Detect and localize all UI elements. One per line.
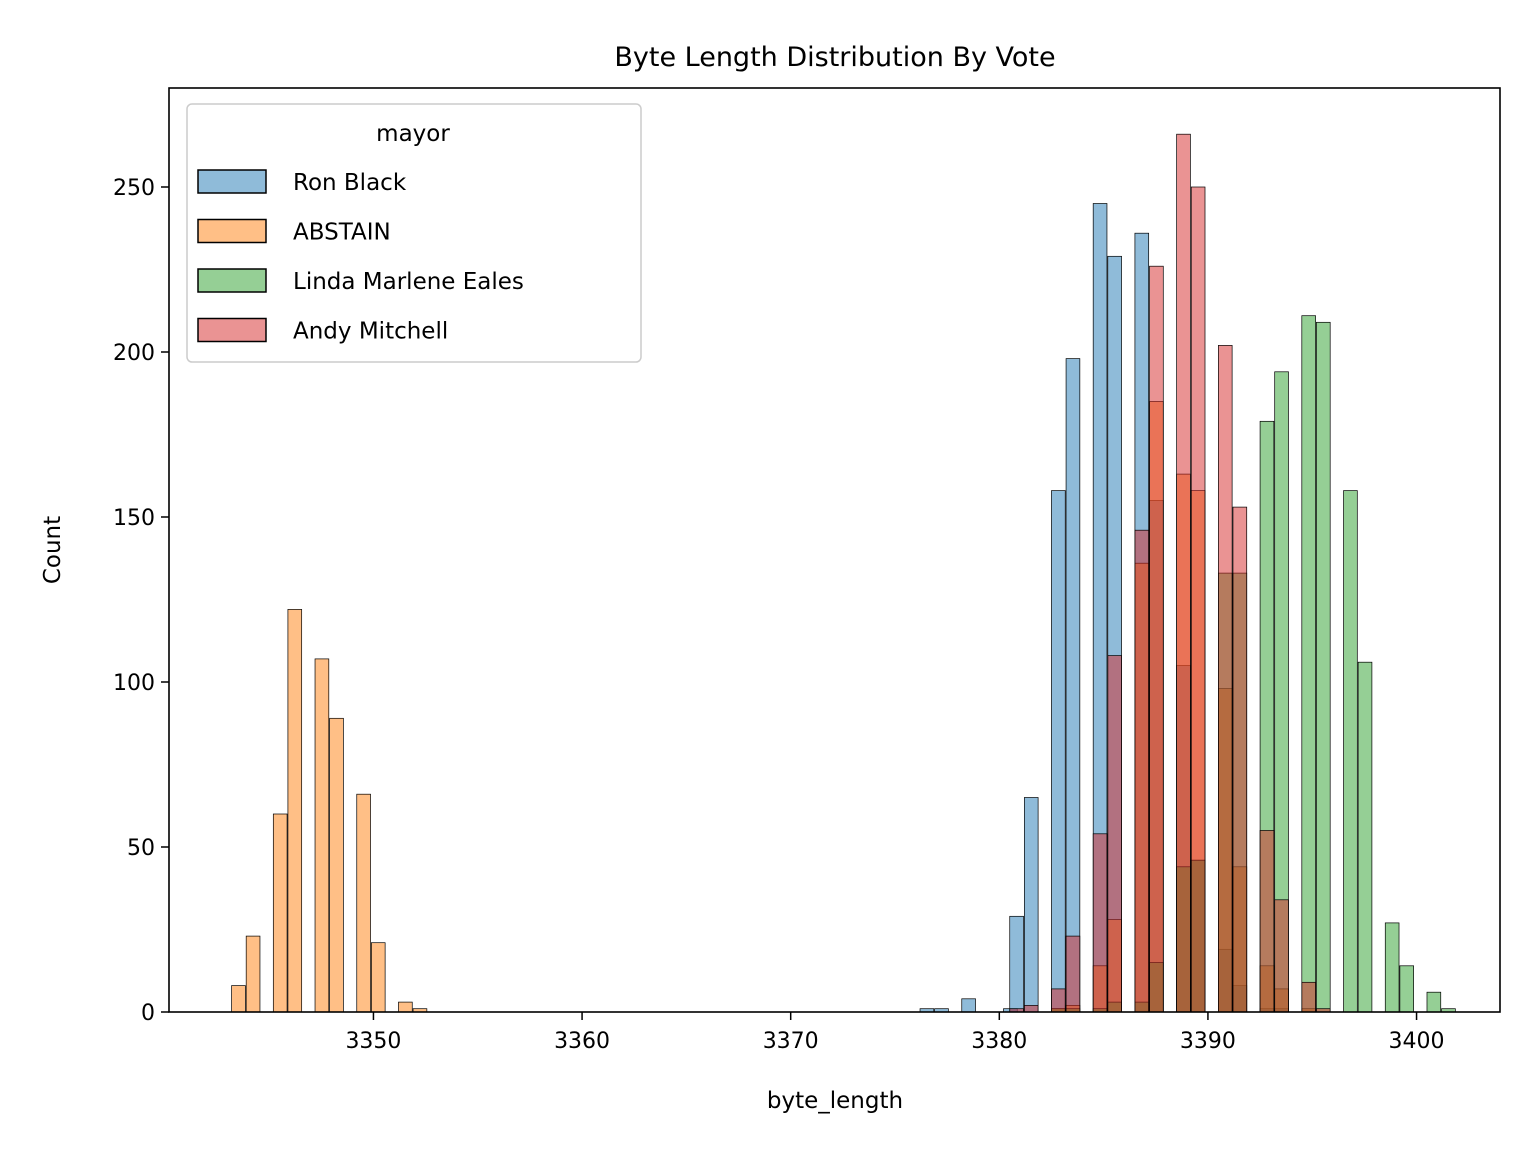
legend-items: Ron Black ABSTAIN Linda Marlene Eales Andy … [197, 169, 524, 345]
histogram-bar [1426, 991, 1442, 1013]
histogram-bar [272, 813, 288, 1013]
legend-item: Ron Black [197, 169, 407, 196]
histogram-bar [1051, 988, 1066, 1013]
histogram-bar [1343, 490, 1358, 1013]
histogram-bar [314, 658, 330, 1013]
chart-title: Byte Length Distribution By Vote [614, 42, 1055, 73]
histogram-bar [1176, 133, 1191, 1013]
histogram-bar [1092, 833, 1108, 1013]
histogram-bar [1259, 830, 1275, 1013]
y-tick-label: 50 [127, 836, 155, 861]
y-axis-label: Count [40, 516, 66, 584]
histogram-bar [1301, 981, 1316, 1013]
legend-title: mayor [376, 121, 450, 147]
histogram-bar [1149, 265, 1164, 1013]
histogram-bar [1009, 915, 1024, 1013]
histogram-bar [231, 985, 246, 1013]
bars-layer [231, 133, 1456, 1013]
histogram-bar [1065, 935, 1081, 1013]
x-axis-label: byte_length [767, 1088, 903, 1114]
histogram-bar [356, 793, 371, 1013]
legend-label: Linda Marlene Eales [293, 269, 524, 295]
series-andy-mitchell [1009, 133, 1331, 1013]
legend-label: ABSTAIN [293, 220, 391, 246]
histogram-bar [1051, 490, 1066, 1013]
x-tick-label: 3400 [1389, 1029, 1445, 1054]
histogram-bar [1218, 345, 1233, 1013]
histogram-bar [329, 717, 344, 1013]
legend-swatch [197, 268, 267, 293]
histogram-bar [1301, 315, 1316, 1013]
legend-swatch [197, 169, 267, 194]
y-tick-label: 100 [113, 671, 155, 696]
histogram-bar [1384, 922, 1400, 1013]
histogram-bar [1274, 899, 1289, 1013]
histogram-bar [1190, 186, 1206, 1013]
y-axis-ticks: 0 50 100 150 200 250 [113, 176, 169, 1026]
histogram-bar [245, 935, 261, 1013]
histogram-bar [1232, 506, 1248, 1013]
x-tick-label: 3370 [763, 1029, 819, 1054]
x-tick-label: 3360 [554, 1029, 610, 1054]
histogram-bar [287, 609, 303, 1013]
histogram-bar [1399, 965, 1414, 1013]
histogram-bar [1134, 529, 1150, 1013]
legend-item: ABSTAIN [197, 218, 391, 246]
y-tick-label: 0 [141, 1001, 155, 1026]
histogram-bar [1023, 797, 1039, 1013]
legend-item: Linda Marlene Eales [197, 268, 524, 295]
histogram-bar [961, 998, 976, 1013]
y-tick-label: 250 [113, 176, 155, 201]
x-tick-label: 3380 [971, 1029, 1027, 1054]
legend-swatch [197, 317, 267, 343]
histogram-bar [371, 942, 386, 1013]
plot-frame [168, 87, 1501, 1013]
legend-label: Ron Black [293, 170, 407, 196]
x-axis-ticks: 3350 3360 3370 3380 3390 3400 [345, 1012, 1445, 1054]
x-tick-label: 3390 [1180, 1029, 1236, 1054]
histogram-bar [1023, 1005, 1039, 1013]
legend-frame [186, 103, 642, 363]
histogram-bar [1065, 358, 1081, 1013]
legend-item: Andy Mitchell [197, 317, 448, 345]
legend-label: Andy Mitchell [293, 319, 448, 345]
histogram-bar [1357, 661, 1373, 1013]
histogram-bar [1107, 655, 1122, 1013]
histogram-bar [398, 1001, 413, 1013]
histogram-bar [1316, 321, 1331, 1013]
legend: mayor Ron Black ABSTAIN Linda Marlene Eale… [186, 103, 642, 363]
legend-swatch [197, 218, 267, 244]
x-tick-label: 3350 [345, 1029, 401, 1054]
y-tick-label: 200 [113, 341, 155, 366]
y-tick-label: 150 [113, 506, 155, 531]
